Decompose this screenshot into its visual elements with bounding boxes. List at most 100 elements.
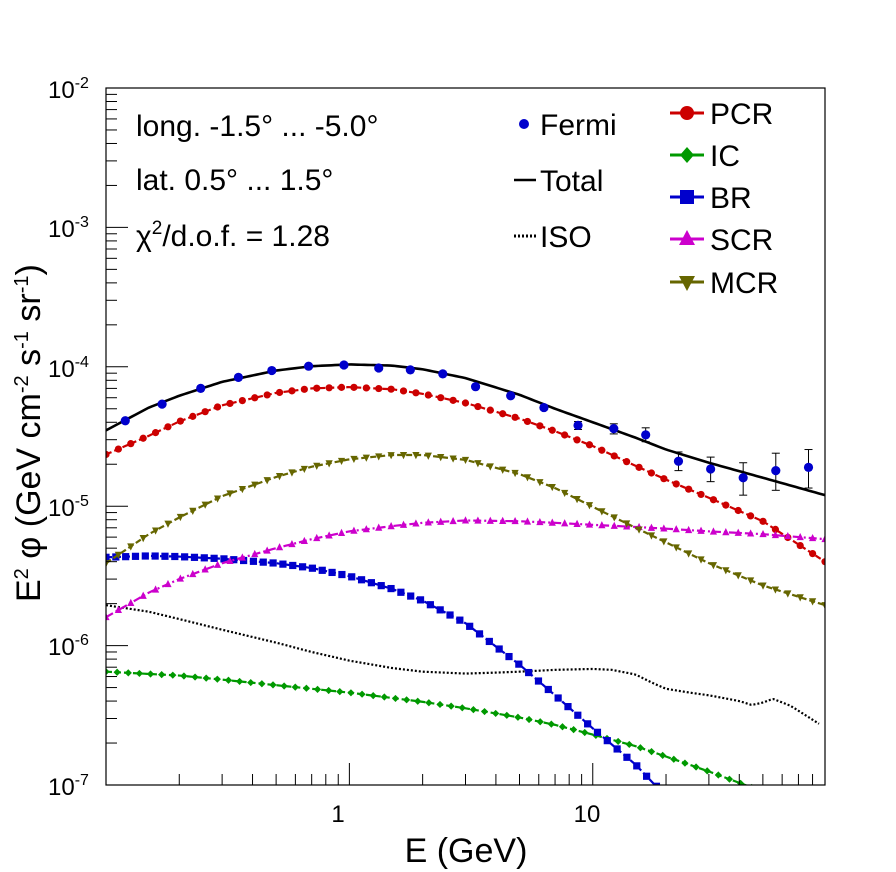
series-ic-marker (247, 678, 255, 687)
series-br-marker (171, 552, 179, 561)
series-mcr-marker (474, 460, 482, 468)
series-pcr-marker (536, 422, 544, 430)
series-scr-marker (449, 516, 457, 525)
series-br-marker (279, 560, 287, 568)
series-ic-marker (714, 771, 722, 779)
series-mcr-marker (511, 469, 519, 478)
series-pcr-marker (585, 441, 594, 449)
series-ic-marker (224, 676, 233, 684)
series-scr-marker (375, 523, 383, 531)
series-pcr-marker (561, 431, 569, 439)
series-scr-marker (226, 556, 234, 565)
series-pcr-marker (821, 558, 825, 566)
series-scr-marker (709, 527, 718, 535)
series-pcr-marker (350, 383, 358, 391)
series-ic-marker (269, 681, 277, 689)
series-br-marker (574, 711, 582, 719)
series-pcr-marker (213, 403, 222, 411)
series-mcr-marker (263, 477, 271, 485)
series-br-marker (190, 553, 199, 561)
series-ic-marker (380, 693, 388, 701)
series-ic-marker (291, 683, 299, 691)
series-pcr-marker (337, 383, 346, 391)
series-mcr-marker (598, 508, 606, 516)
series-mcr-marker (350, 455, 358, 464)
series-br-marker (525, 668, 533, 677)
series-br-marker (426, 601, 434, 609)
series-ic-marker (525, 715, 533, 724)
series-pcr-marker (697, 490, 705, 499)
series-mcr-marker (536, 479, 544, 487)
series-pcr-marker (375, 384, 383, 393)
series-scr-marker (536, 517, 544, 526)
series-br-marker (249, 557, 258, 565)
series-pcr-marker (598, 446, 606, 454)
series-br-marker (534, 677, 543, 685)
series-br-marker (289, 561, 297, 570)
series-pcr-marker (461, 399, 470, 407)
series-total-line (106, 363, 825, 497)
fermi-point (673, 456, 684, 466)
series-scr-marker (176, 574, 184, 582)
series-br-marker (446, 611, 454, 619)
series-br-marker (348, 573, 356, 581)
series-scr-marker (437, 517, 445, 525)
series-mcr-marker (585, 502, 594, 510)
series-pcr-marker (573, 436, 581, 444)
series-scr-marker (499, 516, 507, 525)
legend-ic-label: IC (710, 140, 740, 173)
series-pcr-marker (275, 388, 284, 397)
series-scr-marker (821, 534, 825, 543)
fermi-point (706, 464, 716, 474)
series-br-marker (141, 552, 149, 560)
series-mcr-marker (189, 507, 197, 515)
series-mcr-marker (722, 567, 730, 575)
series-ic-marker (213, 675, 221, 683)
series-pcr-marker (412, 389, 420, 397)
series-pcr-marker (796, 541, 804, 550)
series-mcr-marker (151, 527, 160, 535)
series-mcr-marker (561, 489, 569, 498)
series-ic-marker (258, 680, 266, 688)
series-scr-marker (461, 516, 470, 524)
series-br-marker (623, 753, 631, 761)
y-axis-label: E2 φ (GeV cm-2 s-1 sr-1) (10, 264, 48, 602)
series-scr-marker (610, 521, 618, 529)
series-mcr-marker (424, 452, 432, 460)
series-mcr-marker (573, 495, 581, 504)
series-br-marker (475, 630, 484, 638)
series-mcr-marker (486, 463, 494, 471)
legend-total-label: Total (540, 165, 603, 198)
series-ic-marker (169, 671, 177, 679)
series-br-marker (328, 568, 336, 577)
series-scr-marker (238, 553, 246, 561)
legend-mcr: MCR (670, 267, 778, 300)
series-ic-marker (369, 692, 377, 700)
series-mcr-marker (821, 602, 825, 610)
series-pcr-marker (139, 434, 147, 442)
series-mcr-marker (399, 451, 408, 460)
series-mcr-marker (164, 520, 172, 528)
series-br-marker (407, 592, 415, 600)
series-scr-marker (672, 525, 680, 533)
series-br-marker (122, 553, 130, 561)
series-ic-marker (146, 670, 155, 678)
series-pcr-marker (722, 501, 730, 509)
series-br-marker (377, 582, 385, 590)
fermi-point (405, 365, 415, 375)
series-pcr-marker (474, 402, 482, 411)
series-mcr-marker (139, 535, 147, 543)
series-iso-line (106, 604, 820, 725)
legend-mcr-marker (679, 276, 695, 291)
series-scr-marker (474, 516, 482, 524)
legend-scr: SCR (670, 224, 773, 257)
series-pcr-marker (523, 417, 532, 426)
series-pcr-marker (809, 550, 817, 558)
series-pcr-marker (313, 384, 321, 392)
series-scr-line (106, 519, 825, 619)
legend-ic-marker (680, 147, 694, 163)
series-scr-marker (275, 543, 284, 551)
series-pcr-marker (106, 450, 110, 459)
series-mcr-marker (809, 598, 817, 606)
series-mcr-marker (635, 526, 643, 534)
